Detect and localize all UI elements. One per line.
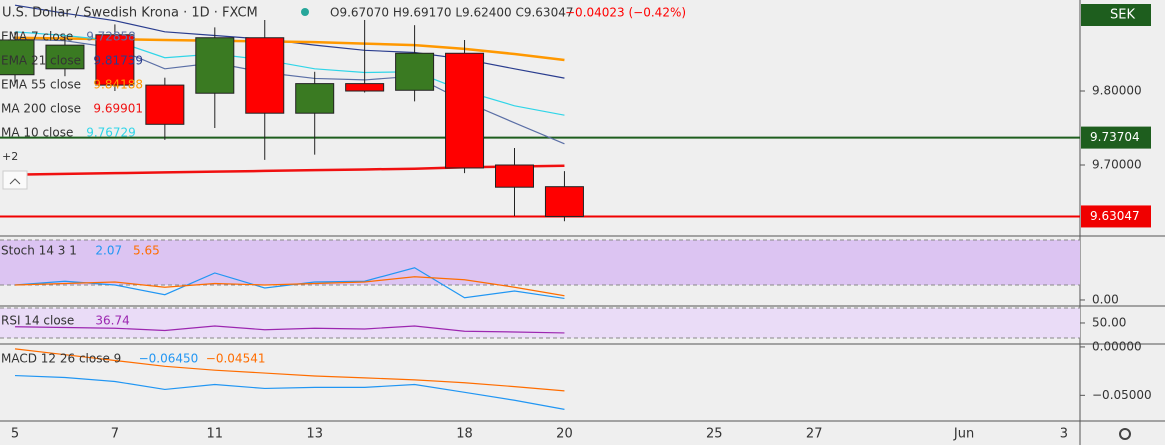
legend-value: −0.06450 [139, 352, 199, 366]
price-label: 9.73704 [1090, 130, 1140, 144]
x-tick-label: Jun [953, 427, 974, 442]
legend-value: 2.07 [95, 244, 122, 258]
candle-body [445, 52, 485, 169]
x-tick-label: 27 [806, 427, 823, 442]
price-label-box [1081, 126, 1151, 149]
legend-value: 9.76729 [86, 126, 136, 140]
y-tick-label: −0.05000 [1092, 388, 1152, 402]
price-label-box [1081, 205, 1151, 228]
candle-body [95, 34, 135, 86]
series-line [14, 374, 565, 410]
x-tick-label: 13 [306, 427, 323, 442]
level-band [0, 239, 1080, 285]
chart-title: U.S. Dollar / Swedish Krona · 1D · FXCM [2, 6, 258, 21]
change-label: −0.04023 (−0.42%) [565, 6, 686, 20]
candle-body [495, 164, 534, 188]
x-tick-label: 20 [556, 427, 573, 442]
pane-title: RSI 14 close [1, 314, 74, 328]
y-tick-label: 0.00 [1092, 292, 1119, 306]
x-tick-label: 7 [111, 427, 119, 442]
legend-name: EMA 7 close [1, 30, 73, 44]
candle-body [544, 186, 584, 217]
collapse-button[interactable] [2, 170, 28, 190]
legend-value: 9.72858 [86, 30, 136, 44]
settings-icon[interactable] [1119, 428, 1131, 440]
series-line [14, 276, 565, 297]
legend-value: 5.65 [133, 244, 160, 258]
legend-name: MA 10 close [1, 126, 73, 140]
status-dot [301, 8, 309, 16]
currency-box [1081, 4, 1151, 26]
candle-body [295, 83, 335, 114]
y-tick-label: 9.80000 [1092, 84, 1142, 98]
level-band [0, 307, 1080, 338]
candle-body [145, 84, 185, 125]
legend-name: MA 200 close [1, 102, 81, 116]
candle-body [245, 37, 285, 114]
x-tick-label: 25 [706, 427, 723, 442]
candle-body [45, 44, 85, 70]
collapse-icon [9, 178, 21, 185]
hidden-count: +2 [2, 150, 18, 163]
legend-value: 9.69901 [93, 102, 143, 116]
candle-body [195, 37, 235, 94]
series-line [14, 348, 565, 392]
pane-title: MACD 12 26 close 9 [1, 352, 121, 366]
series-line [14, 267, 565, 300]
y-tick-label: 50.00 [1092, 315, 1126, 329]
y-tick-label: 9.70000 [1092, 158, 1142, 172]
y-tick-label: 0.00000 [1092, 339, 1142, 353]
currency: SEK [1110, 8, 1135, 23]
candle-body [395, 52, 435, 91]
x-tick-label: 11 [207, 427, 224, 442]
pane-title: Stoch 14 3 1 [1, 244, 77, 258]
price-label: 9.63047 [1090, 209, 1140, 223]
x-tick-label: 3 [1060, 427, 1068, 442]
x-tick-label: 18 [456, 427, 473, 442]
legend-value: 9.81739 [93, 54, 143, 68]
legend-value: 9.84188 [93, 78, 143, 92]
candle-body [0, 39, 35, 76]
series-line [14, 325, 565, 334]
x-tick-label: 5 [11, 427, 19, 442]
candle-body [345, 83, 385, 92]
ohlc-label: O9.67070 H9.69170 L9.62400 C9.63047 [330, 6, 573, 20]
legend-value: 36.74 [95, 314, 129, 328]
legend-name: EMA 55 close [1, 78, 81, 92]
legend-name: EMA 21 close [1, 54, 81, 68]
legend-value: −0.04541 [206, 352, 266, 366]
